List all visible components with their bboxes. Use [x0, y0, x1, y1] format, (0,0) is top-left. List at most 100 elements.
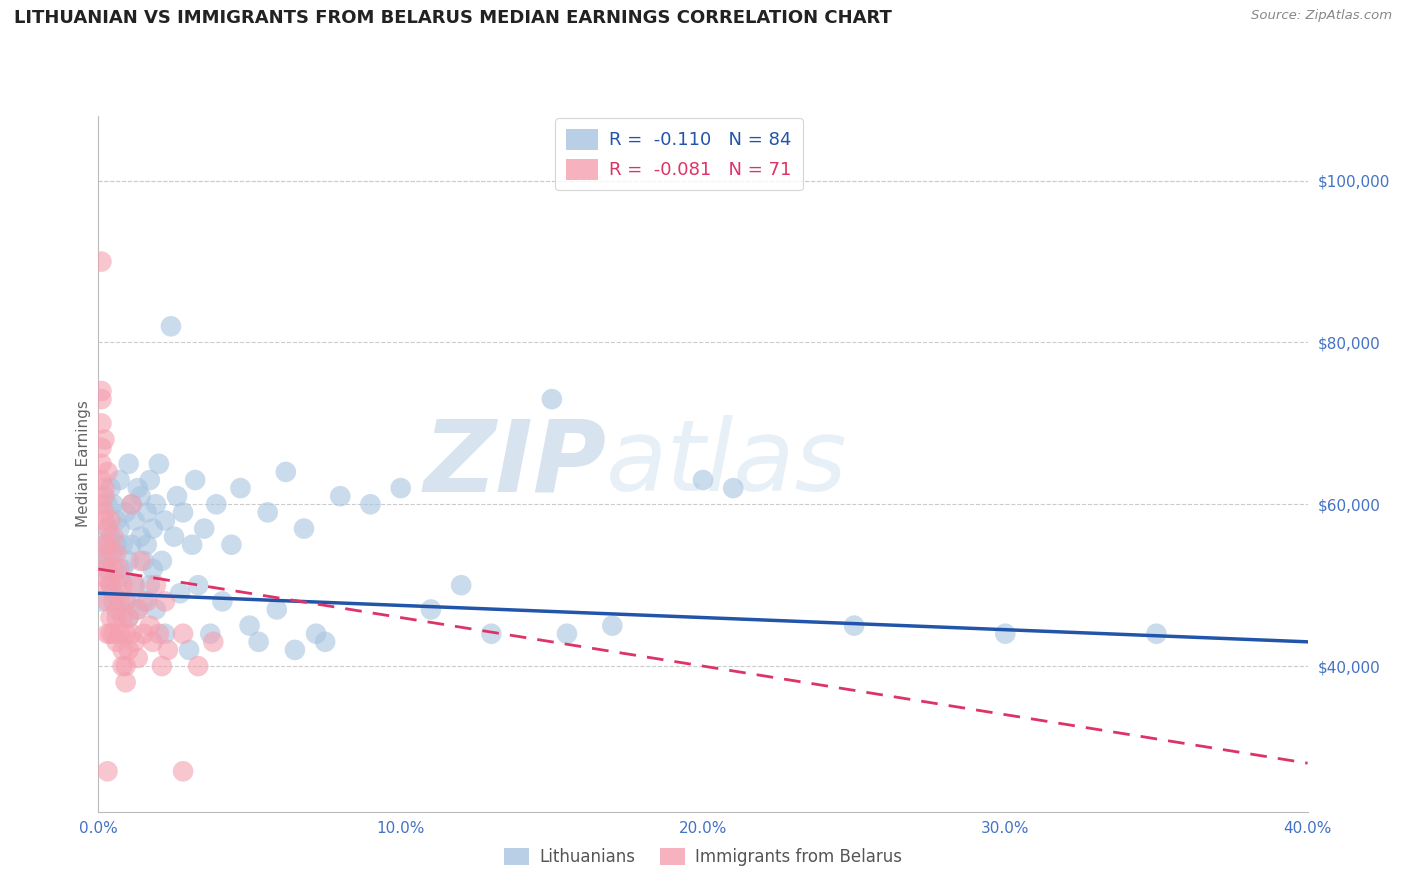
Point — [96, 594, 118, 608]
Point — [118, 643, 141, 657]
Point — [172, 626, 194, 640]
Legend: Lithuanians, Immigrants from Belarus: Lithuanians, Immigrants from Belarus — [498, 841, 908, 873]
Point — [389, 481, 412, 495]
Point — [103, 594, 125, 608]
Point — [105, 546, 128, 560]
Point — [135, 538, 157, 552]
Point — [93, 562, 115, 576]
Point — [103, 497, 125, 511]
Point — [202, 635, 225, 649]
Point — [692, 473, 714, 487]
Point — [96, 465, 118, 479]
Point — [221, 538, 243, 552]
Point — [118, 457, 141, 471]
Point — [100, 626, 122, 640]
Point — [239, 618, 262, 632]
Point — [93, 570, 115, 584]
Point — [108, 570, 131, 584]
Point — [145, 578, 167, 592]
Point — [142, 522, 165, 536]
Point — [166, 489, 188, 503]
Point — [314, 635, 336, 649]
Point — [129, 489, 152, 503]
Text: LITHUANIAN VS IMMIGRANTS FROM BELARUS MEDIAN EARNINGS CORRELATION CHART: LITHUANIAN VS IMMIGRANTS FROM BELARUS ME… — [14, 9, 891, 27]
Point — [93, 554, 115, 568]
Point — [103, 562, 125, 576]
Point — [105, 602, 128, 616]
Point — [844, 618, 866, 632]
Point — [93, 489, 115, 503]
Point — [150, 659, 173, 673]
Point — [111, 578, 134, 592]
Point — [994, 626, 1017, 640]
Point — [96, 522, 118, 536]
Point — [124, 578, 146, 592]
Point — [450, 578, 472, 592]
Point — [93, 513, 115, 527]
Point — [274, 465, 297, 479]
Point — [132, 626, 155, 640]
Point — [96, 522, 118, 536]
Point — [100, 610, 122, 624]
Point — [93, 433, 115, 447]
Point — [329, 489, 352, 503]
Point — [129, 530, 152, 544]
Text: ZIP: ZIP — [423, 416, 606, 512]
Point — [93, 505, 115, 519]
Point — [135, 505, 157, 519]
Point — [90, 546, 112, 560]
Point — [187, 659, 209, 673]
Point — [100, 578, 122, 592]
Point — [96, 562, 118, 576]
Point — [153, 626, 176, 640]
Point — [163, 530, 186, 544]
Point — [156, 643, 179, 657]
Point — [247, 635, 270, 649]
Point — [172, 764, 194, 779]
Point — [90, 594, 112, 608]
Point — [105, 578, 128, 592]
Point — [90, 473, 112, 487]
Point — [200, 626, 222, 640]
Point — [205, 497, 228, 511]
Y-axis label: Median Earnings: Median Earnings — [76, 401, 91, 527]
Point — [127, 602, 149, 616]
Point — [132, 594, 155, 608]
Point — [129, 554, 152, 568]
Point — [100, 578, 122, 592]
Point — [172, 505, 194, 519]
Point — [100, 530, 122, 544]
Point — [108, 594, 131, 608]
Point — [103, 530, 125, 544]
Point — [723, 481, 745, 495]
Point — [256, 505, 278, 519]
Point — [145, 497, 167, 511]
Point — [148, 626, 170, 640]
Point — [90, 384, 112, 398]
Point — [96, 626, 118, 640]
Point — [96, 764, 118, 779]
Point — [100, 481, 122, 495]
Point — [108, 626, 131, 640]
Point — [179, 643, 201, 657]
Point — [103, 626, 125, 640]
Point — [481, 626, 503, 640]
Point — [105, 513, 128, 527]
Point — [111, 659, 134, 673]
Point — [90, 392, 112, 406]
Point — [124, 578, 146, 592]
Point — [127, 602, 149, 616]
Point — [153, 513, 176, 527]
Point — [103, 586, 125, 600]
Point — [266, 602, 288, 616]
Point — [181, 538, 204, 552]
Point — [555, 626, 578, 640]
Point — [108, 473, 131, 487]
Point — [93, 481, 115, 495]
Point — [100, 513, 122, 527]
Point — [105, 635, 128, 649]
Point — [96, 538, 118, 552]
Point — [169, 586, 191, 600]
Point — [184, 473, 207, 487]
Point — [114, 659, 136, 673]
